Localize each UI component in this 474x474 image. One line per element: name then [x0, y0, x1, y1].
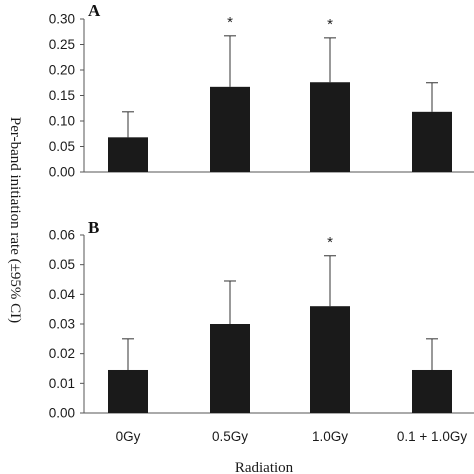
- x-tick-labels: 0Gy 0.5Gy 1.0Gy 0.1 + 1.0Gy: [116, 429, 468, 444]
- panel-b: B 0.00 0.01 0.02 0.03 0.04 0.05 0.06 *: [49, 218, 474, 421]
- bar-a-2: [310, 82, 350, 172]
- panel-a-label: A: [88, 1, 101, 20]
- panel-a: A 0.00 0.05 0.10 0.15 0.20 0.25 0.30 * *: [49, 1, 474, 180]
- x-tick-label: 1.0Gy: [312, 429, 348, 444]
- bar-b-2: [310, 306, 350, 413]
- x-tick-label: 0.5Gy: [212, 429, 248, 444]
- y-tick-label: 0.04: [49, 287, 76, 302]
- bar-b-1: [210, 324, 250, 413]
- y-tick-label: 0.00: [49, 406, 75, 421]
- y-tick-label: 0.03: [49, 317, 75, 332]
- y-tick-label: 0.06: [49, 228, 75, 243]
- y-tick-label: 0.00: [49, 165, 75, 180]
- significance-star-b-2: *: [327, 234, 333, 251]
- bar-a-3: [412, 111, 452, 172]
- significance-star-a-2: *: [327, 16, 333, 33]
- y-tick-label: 0.05: [49, 257, 75, 272]
- y-tick-label: 0.15: [49, 88, 75, 103]
- y-tick-label: 0.25: [49, 37, 75, 52]
- bar-b-3: [412, 369, 452, 413]
- y-axis-title: Per-band initiation rate (±95% CI): [7, 117, 23, 323]
- bar-a-0: [108, 137, 148, 172]
- bar-b-0: [108, 369, 148, 413]
- panel-b-label: B: [88, 218, 99, 237]
- y-tick-label: 0.10: [49, 114, 75, 129]
- x-tick-label: 0Gy: [116, 429, 141, 444]
- x-tick-label: 0.1 + 1.0Gy: [397, 429, 467, 444]
- y-tick-label: 0.01: [49, 376, 75, 391]
- y-tick-label: 0.20: [49, 63, 75, 78]
- y-tick-label: 0.02: [49, 346, 75, 361]
- significance-star-a-1: *: [227, 14, 233, 31]
- y-tick-label: 0.05: [49, 139, 75, 154]
- x-axis-title: Radiation: [235, 460, 294, 474]
- y-tick-label: 0.30: [49, 12, 75, 27]
- bar-a-1: [210, 86, 250, 172]
